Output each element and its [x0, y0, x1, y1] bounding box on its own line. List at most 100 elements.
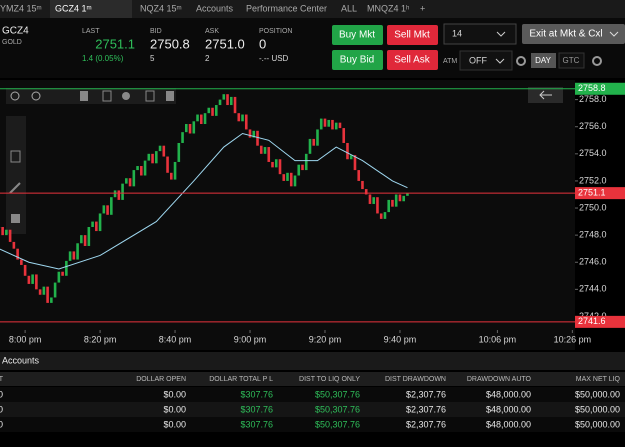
candle — [128, 178, 132, 187]
column-header: DIST DRAWDOWN — [385, 376, 446, 383]
x-tick-label: 8:00 pm — [9, 334, 42, 344]
column-header: DIST TO LIQ ONLY — [299, 376, 360, 383]
candle — [199, 114, 203, 125]
quantity-select[interactable]: 14 — [443, 23, 517, 45]
candle — [263, 147, 267, 154]
candle — [304, 153, 308, 171]
x-tick-label: 9:00 pm — [234, 334, 267, 344]
sell-ask-button[interactable]: Sell Ask — [387, 50, 438, 70]
tab[interactable]: MNQZ4 1ʰ — [367, 3, 410, 13]
candle — [394, 194, 398, 207]
settings-icon[interactable] — [516, 56, 526, 66]
price-axis — [575, 80, 625, 350]
y-tick-label: 2750.0 — [579, 202, 607, 212]
candle — [316, 129, 319, 146]
candle — [323, 118, 327, 127]
exit-text: Exit at Mkt & Cxl — [529, 29, 602, 40]
candle — [76, 243, 79, 260]
candle — [312, 138, 316, 146]
tab[interactable]: Accounts — [196, 3, 234, 13]
tab[interactable]: + — [420, 3, 425, 13]
sell-mkt-button[interactable]: Sell Mkt — [387, 25, 438, 45]
candle — [12, 241, 16, 249]
candle — [241, 114, 244, 122]
candle — [293, 175, 297, 187]
table-cell: $0.00 — [163, 419, 186, 429]
candle — [1, 227, 4, 236]
candle — [8, 229, 12, 242]
table-cell: $307.76 — [240, 419, 273, 429]
settings-icon[interactable] — [592, 56, 602, 66]
buy-mkt-button[interactable]: Buy Mkt — [332, 25, 383, 45]
candle — [125, 178, 128, 184]
day-button[interactable]: DAY — [531, 53, 556, 68]
table-cell: $48,000.00 — [486, 389, 531, 399]
candle — [319, 118, 323, 130]
table-cell: $2,307.76 — [406, 389, 446, 399]
candle — [237, 113, 241, 122]
candle — [346, 142, 349, 160]
tab[interactable]: Performance Center — [246, 3, 327, 13]
candle — [229, 96, 233, 106]
candle — [376, 197, 379, 214]
candle — [331, 119, 334, 130]
atm-select[interactable]: OFF — [459, 50, 513, 71]
candle — [68, 251, 72, 261]
x-tick-label: 10:26 pm — [554, 334, 592, 344]
candle — [252, 130, 256, 138]
tab[interactable]: YMZ4 15ᵐ — [0, 3, 42, 13]
candle — [42, 286, 46, 295]
pnl: -.-- USD — [259, 54, 289, 63]
candle — [361, 180, 364, 190]
candle — [327, 119, 331, 127]
candle — [256, 130, 259, 146]
table-cell: $0.00 — [163, 404, 186, 414]
tab[interactable]: NQZ4 15ᵐ — [140, 3, 182, 13]
candle — [170, 172, 173, 180]
candle — [391, 199, 394, 207]
x-tick-label: 9:40 pm — [384, 334, 417, 344]
price-level-label: 2741.6 — [578, 316, 606, 326]
candle — [387, 199, 391, 213]
buy-mkt-text: Buy Mkt — [339, 30, 375, 41]
tab-bar — [0, 0, 625, 18]
gtc-button[interactable]: GTC — [558, 52, 585, 69]
candle — [132, 170, 136, 187]
candle — [102, 205, 106, 214]
table-cell: $48,000.00 — [486, 404, 531, 414]
table-cell: $48,000.00 — [486, 419, 531, 429]
accounts-title[interactable]: Accounts — [2, 355, 40, 365]
price-level-label: 2751.1 — [578, 188, 606, 198]
exit-button[interactable]: Exit at Mkt & Cxl — [522, 24, 625, 44]
quote-panel — [0, 18, 625, 78]
bid-size: 5 — [150, 54, 155, 63]
candle — [50, 297, 53, 303]
candle — [143, 160, 147, 176]
accounts-tabbar — [0, 352, 625, 370]
candle — [155, 151, 158, 164]
column-header: ACCOUNT — [0, 376, 4, 383]
candle — [383, 212, 387, 219]
table-row — [0, 387, 625, 402]
y-tick-label: 2752.0 — [579, 175, 607, 185]
candle — [244, 114, 248, 130]
moving-average — [0, 132, 408, 270]
tab[interactable]: GCZ4 1ᵐ — [55, 3, 92, 13]
ask-size: 2 — [205, 54, 210, 63]
buy-bid-button[interactable]: Buy Bid — [332, 50, 383, 70]
active-tab-bg — [50, 0, 132, 18]
candle — [372, 197, 376, 204]
table-cell: $50,307.76 — [315, 389, 360, 399]
change: 1.4 (0.05%) — [82, 54, 124, 63]
candle — [140, 166, 143, 176]
candle — [173, 161, 177, 180]
buy-bid-text: Buy Bid — [340, 55, 374, 66]
candle — [368, 194, 372, 204]
x-tick-label: 9:20 pm — [309, 334, 342, 344]
candle — [72, 251, 76, 260]
x-tick-label: 8:40 pm — [159, 334, 192, 344]
tab[interactable]: ALL — [341, 3, 357, 13]
quantity: 14 — [452, 28, 462, 38]
candle — [233, 96, 237, 114]
